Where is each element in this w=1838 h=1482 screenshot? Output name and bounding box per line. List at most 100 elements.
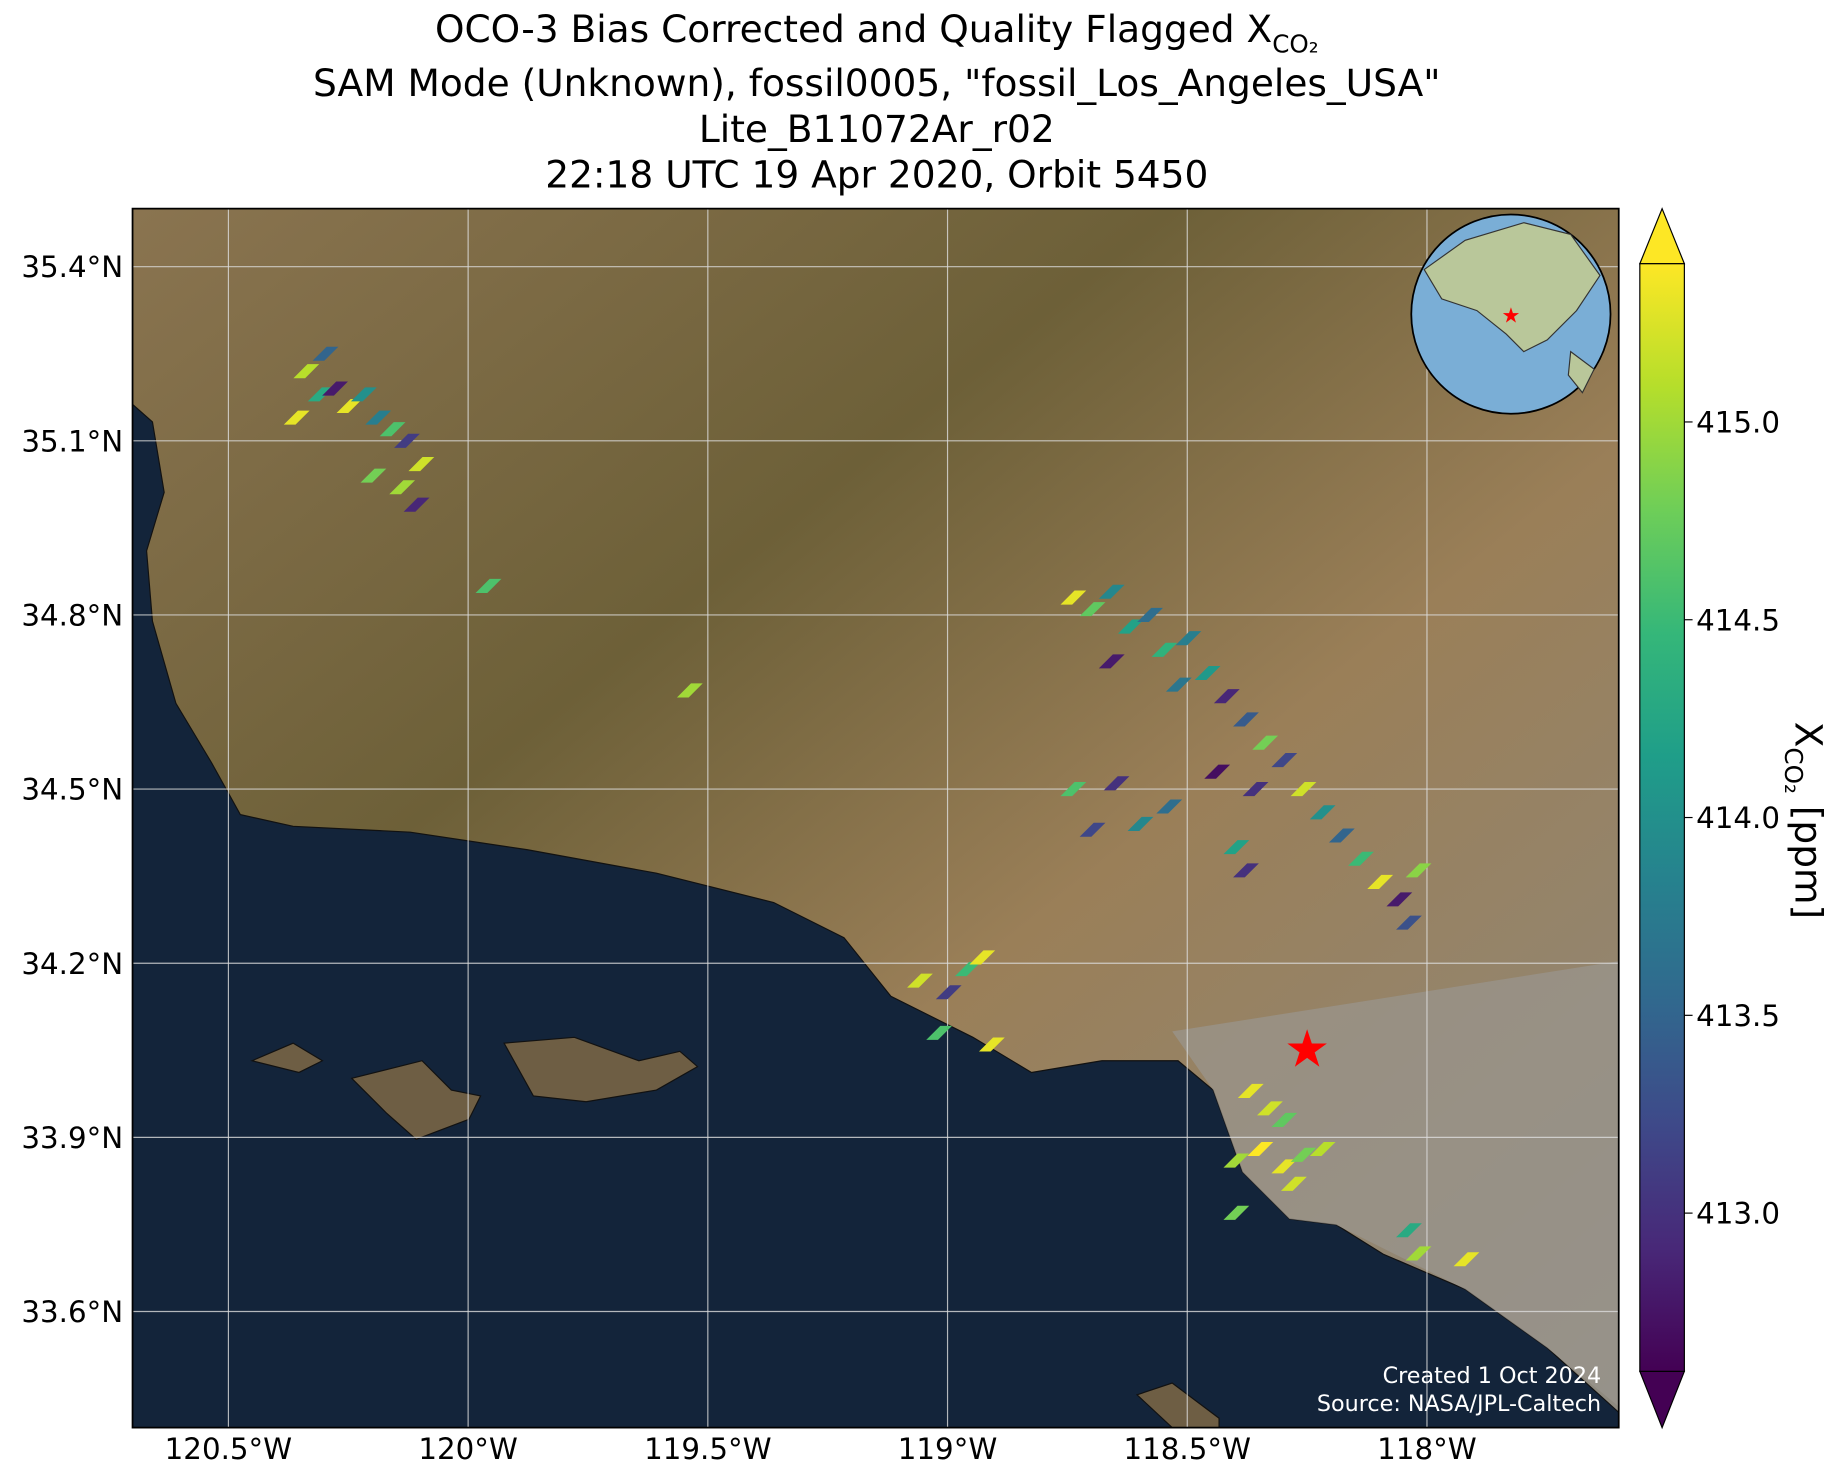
sounding bbox=[1252, 735, 1279, 750]
target-star: ★ bbox=[1284, 1020, 1330, 1080]
sounding bbox=[283, 410, 310, 425]
grid bbox=[132, 208, 1619, 1428]
sounding bbox=[322, 381, 348, 396]
urban-area bbox=[1172, 961, 1619, 1407]
colorbar-tick-label: 413.0 bbox=[1696, 1197, 1780, 1231]
sounding bbox=[1156, 799, 1183, 814]
sounding bbox=[1237, 1083, 1264, 1098]
sounding bbox=[1328, 828, 1355, 843]
soundings bbox=[283, 346, 1480, 1267]
sounding bbox=[1233, 863, 1259, 878]
sounding bbox=[403, 497, 430, 512]
sounding bbox=[1281, 1176, 1307, 1191]
sounding bbox=[1247, 1141, 1274, 1157]
sounding bbox=[935, 985, 962, 1000]
sounding bbox=[1098, 584, 1125, 599]
sounding bbox=[1367, 874, 1394, 889]
sounding bbox=[1405, 863, 1432, 878]
sounding bbox=[1271, 753, 1298, 768]
island bbox=[503, 1036, 699, 1103]
sounding bbox=[1103, 776, 1130, 791]
sounding bbox=[1079, 822, 1106, 837]
map-area bbox=[132, 208, 1619, 1428]
sounding bbox=[978, 1037, 1005, 1052]
sounding bbox=[1309, 805, 1336, 820]
island bbox=[250, 1042, 324, 1074]
x-tick-label: 118.5°W bbox=[1124, 1432, 1252, 1466]
y-tick-label: 33.6°N bbox=[21, 1295, 123, 1329]
sounding bbox=[1309, 1141, 1336, 1157]
sounding bbox=[1137, 607, 1163, 622]
sounding bbox=[389, 480, 416, 495]
colorbar-tick-label: 413.5 bbox=[1696, 999, 1780, 1033]
sounding bbox=[955, 962, 981, 977]
y-tick-label: 33.9°N bbox=[21, 1121, 123, 1155]
sounding bbox=[926, 1025, 953, 1040]
colorbar-extend-top bbox=[1638, 207, 1686, 265]
sounding bbox=[1396, 915, 1422, 930]
globe-land bbox=[1423, 222, 1601, 353]
sounding bbox=[293, 364, 320, 379]
colorbar-extend-bottom bbox=[1638, 1370, 1686, 1430]
x-tick-label: 119°W bbox=[898, 1432, 998, 1466]
sounding bbox=[676, 683, 703, 698]
source-note: Source: NASA/JPL-Caltech bbox=[1317, 1391, 1601, 1417]
y-tick-label: 34.8°N bbox=[21, 599, 123, 633]
island bbox=[350, 1060, 482, 1140]
sounding bbox=[1223, 1153, 1250, 1168]
x-tick-label: 118°W bbox=[1377, 1432, 1477, 1466]
colorbar-label-subscript: CO₂ bbox=[1779, 747, 1808, 793]
island bbox=[1135, 1382, 1220, 1428]
sounding bbox=[1271, 1112, 1298, 1127]
y-tick-label: 34.2°N bbox=[21, 947, 123, 981]
sounding bbox=[1098, 654, 1125, 669]
sounding bbox=[1290, 782, 1317, 797]
sounding bbox=[336, 398, 363, 414]
sounding bbox=[312, 346, 339, 361]
colorbar-tick-label: 415.0 bbox=[1696, 405, 1780, 439]
sounding bbox=[1290, 1147, 1317, 1162]
title-subscript: CO₂ bbox=[1272, 30, 1318, 59]
created-note: Created 1 Oct 2024 bbox=[1383, 1363, 1602, 1389]
x-tick-label: 120.5°W bbox=[165, 1432, 293, 1466]
globe-star: ★ bbox=[1501, 302, 1520, 327]
title-line-1: OCO-3 Bias Corrected and Quality Flagged… bbox=[435, 7, 1319, 59]
sounding bbox=[1213, 689, 1240, 704]
sounding bbox=[907, 973, 933, 988]
sounding bbox=[394, 433, 420, 448]
sounding bbox=[1257, 1101, 1283, 1116]
sounding bbox=[1127, 816, 1154, 831]
sounding bbox=[1348, 851, 1374, 866]
x-tick-label: 119.5°W bbox=[644, 1432, 772, 1466]
sounding bbox=[1386, 892, 1413, 907]
sounding bbox=[379, 422, 406, 437]
sounding bbox=[408, 457, 435, 472]
sounding bbox=[360, 468, 387, 483]
colorbar-body bbox=[1639, 263, 1685, 1372]
sounding bbox=[969, 950, 996, 965]
sounding bbox=[365, 410, 392, 425]
sounding bbox=[1233, 712, 1259, 727]
sounding bbox=[1165, 677, 1192, 692]
colorbar-label: XCO₂ [ppm] bbox=[1779, 722, 1831, 919]
sounding bbox=[350, 387, 377, 402]
sounding bbox=[1204, 764, 1231, 779]
sounding bbox=[1175, 631, 1202, 646]
colorbar: 413.0 413.5 414.0 414.5 415.0 bbox=[1638, 207, 1780, 1430]
y-tick-label: 35.4°N bbox=[21, 250, 123, 284]
globe-inset bbox=[1410, 213, 1612, 415]
sounding bbox=[1405, 1246, 1432, 1261]
title-line-2: SAM Mode (Unknown), fossil0005, "fossil_… bbox=[313, 61, 1440, 105]
colorbar-label-prefix: X bbox=[1787, 722, 1831, 748]
sounding bbox=[1271, 1159, 1298, 1174]
y-tick-label: 34.5°N bbox=[21, 773, 123, 807]
colorbar-label-suffix: [ppm] bbox=[1787, 794, 1831, 919]
sounding bbox=[1242, 782, 1269, 797]
colorbar-tick-label: 414.5 bbox=[1696, 603, 1780, 637]
title-line-3: Lite_B11072Ar_r02 bbox=[699, 107, 1055, 151]
sounding bbox=[1151, 642, 1178, 657]
sounding bbox=[1060, 590, 1087, 605]
sounding bbox=[475, 578, 502, 593]
sounding bbox=[1060, 782, 1087, 797]
